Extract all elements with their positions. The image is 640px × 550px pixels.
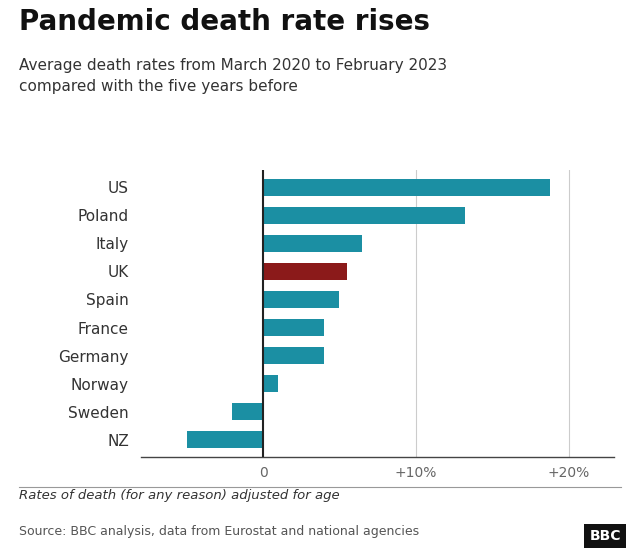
Text: Average death rates from March 2020 to February 2023
compared with the five year: Average death rates from March 2020 to F… — [19, 58, 447, 94]
Bar — [263, 235, 362, 252]
Bar — [263, 375, 278, 392]
Bar — [263, 263, 347, 280]
Bar — [187, 431, 263, 448]
Bar — [263, 291, 339, 308]
Bar — [263, 207, 465, 224]
Text: Source: BBC analysis, data from Eurostat and national agencies: Source: BBC analysis, data from Eurostat… — [19, 525, 419, 538]
Bar — [232, 403, 263, 420]
Text: Pandemic death rate rises: Pandemic death rate rises — [19, 8, 430, 36]
Text: Rates of death (for any reason) adjusted for age: Rates of death (for any reason) adjusted… — [19, 490, 340, 503]
Bar — [263, 179, 550, 196]
Text: BBC: BBC — [589, 529, 621, 543]
Bar — [263, 347, 324, 364]
Bar — [263, 319, 324, 336]
